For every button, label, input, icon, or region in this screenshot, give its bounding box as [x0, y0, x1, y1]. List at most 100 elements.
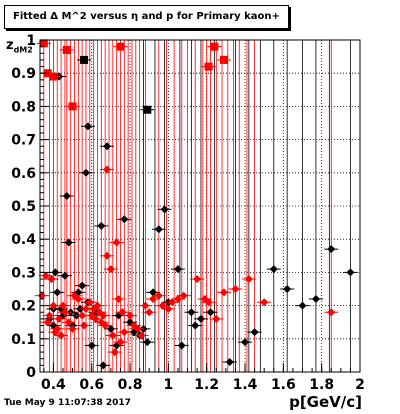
data-point-black	[269, 265, 278, 274]
x-tick-label: 1.6	[271, 377, 296, 393]
data-point-red	[110, 348, 119, 357]
data-point-red	[93, 301, 102, 310]
data-point-black	[83, 122, 92, 131]
overflow-point-red	[204, 62, 213, 71]
x-tick-label: 1.4	[233, 377, 258, 393]
data-point-red	[47, 275, 56, 284]
data-point-red	[133, 324, 142, 333]
y-tick-label: 1	[26, 33, 36, 49]
y-tick-label: 0.4	[11, 232, 36, 248]
data-point-black	[99, 361, 108, 370]
data-point-red	[204, 298, 213, 307]
overflow-point-red	[210, 42, 219, 51]
overflow-point-red	[39, 39, 48, 48]
y-tick-label: 0	[26, 365, 36, 381]
y-axis-label-sub: dM2	[13, 45, 33, 55]
data-point-red	[60, 308, 69, 317]
data-point-black	[87, 341, 96, 350]
y-tick-label: 0.7	[11, 133, 36, 149]
data-point-red	[85, 298, 94, 307]
data-point-red	[43, 318, 52, 327]
data-point-black	[177, 341, 186, 350]
data-point-black	[241, 338, 250, 347]
data-point-black	[60, 271, 69, 280]
data-point-black	[225, 358, 234, 367]
overflow-point-black	[80, 55, 89, 64]
data-point-red	[80, 321, 89, 330]
data-point-black	[187, 308, 196, 317]
data-point-black	[191, 321, 200, 330]
y-tick-label: 0.2	[11, 299, 36, 315]
data-point-red	[126, 311, 135, 320]
data-point-red	[108, 331, 117, 340]
data-point-black	[53, 288, 62, 297]
y-tick-label: 0.3	[11, 265, 36, 281]
data-point-red	[91, 314, 100, 323]
data-point-black	[311, 294, 320, 303]
data-point-black	[154, 225, 163, 234]
data-point-red	[149, 294, 158, 303]
chart-title: Fitted Δ M^2 versus η and p for Primary …	[4, 5, 289, 29]
overflow-point-red	[62, 45, 71, 54]
data-point-black	[327, 245, 336, 254]
data-point-red	[106, 265, 115, 274]
x-tick-label: 0.8	[118, 377, 143, 393]
data-point-red	[118, 308, 127, 317]
data-point-black	[283, 285, 292, 293]
data-point-red	[164, 304, 173, 313]
data-point-red	[41, 271, 50, 280]
y-tick-label: 0.6	[11, 166, 36, 182]
data-point-red	[64, 318, 73, 327]
data-point-red	[45, 311, 54, 320]
x-tick-label: 1	[164, 377, 174, 393]
data-point-black	[346, 268, 355, 277]
data-point-red	[58, 301, 67, 310]
y-axis-label-main: z	[6, 38, 14, 53]
data-point-red	[78, 311, 87, 320]
data-point-red	[37, 291, 46, 300]
data-point-red	[120, 328, 129, 337]
data-point-black	[173, 265, 182, 274]
data-point-red	[212, 314, 221, 323]
data-point-black	[51, 268, 60, 277]
data-point-black	[298, 301, 307, 310]
data-point-black	[250, 328, 259, 337]
data-point-red	[112, 238, 121, 247]
x-axis-label: p[GeV/c]	[289, 393, 362, 411]
data-point-red	[179, 291, 188, 300]
data-point-red	[57, 331, 66, 340]
overflow-point-red	[49, 72, 58, 81]
y-tick-label: 0.1	[11, 332, 36, 348]
data-point-black	[97, 221, 106, 230]
data-point-red	[193, 275, 202, 284]
data-point-red	[168, 298, 177, 307]
data-point-red	[173, 294, 182, 303]
x-tick-label: 1.2	[194, 377, 219, 393]
x-tick-label: 0.4	[41, 377, 66, 393]
data-point-red	[99, 311, 108, 320]
data-point-red	[68, 324, 77, 333]
data-point-red	[219, 288, 228, 297]
overflow-point-red	[68, 102, 77, 111]
y-axis-label: zdM2	[6, 38, 33, 55]
x-tick-label: 1.8	[309, 377, 334, 393]
y-tick-label: 0.9	[11, 66, 36, 82]
data-point-red	[154, 291, 163, 300]
data-point-red	[74, 294, 83, 303]
data-point-black	[120, 215, 129, 224]
overflow-point-red	[219, 55, 228, 64]
data-point-black	[103, 142, 112, 151]
data-point-black	[106, 324, 115, 333]
data-point-red	[114, 294, 123, 303]
data-point-black	[64, 238, 73, 247]
data-point-red	[81, 304, 90, 313]
x-tick-label: 0.6	[79, 377, 104, 393]
data-point-red	[103, 165, 112, 174]
data-point-red	[158, 301, 167, 310]
data-point-red	[116, 338, 125, 347]
overflow-point-black	[143, 105, 152, 114]
data-point-black	[196, 314, 205, 323]
data-point-red	[49, 301, 58, 310]
data-point-red	[327, 308, 336, 317]
